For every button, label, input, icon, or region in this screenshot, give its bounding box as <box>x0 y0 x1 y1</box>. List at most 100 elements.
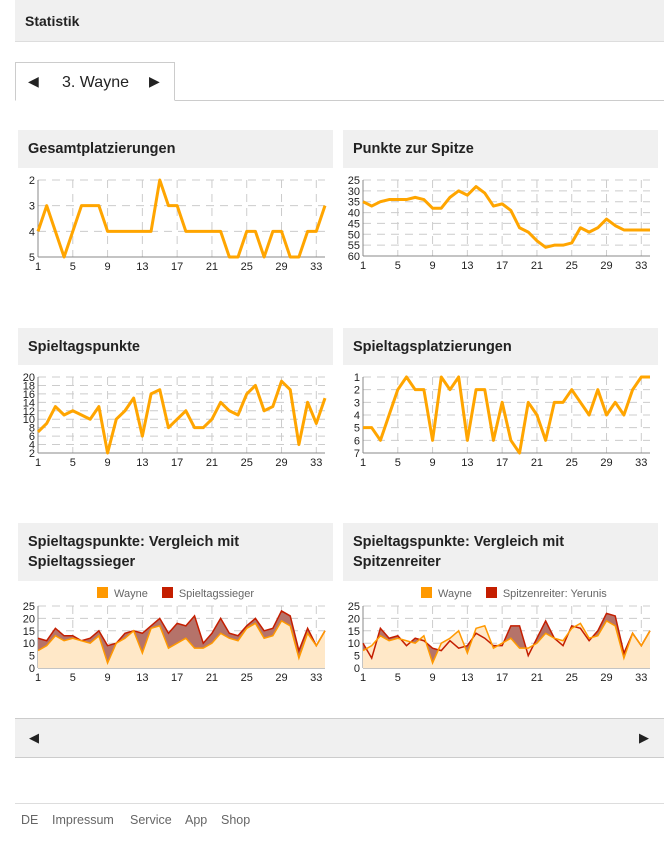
x-tick-label: 9 <box>105 672 111 684</box>
x-tick-label: 25 <box>566 457 578 469</box>
legend-item: Wayne <box>97 587 148 600</box>
footer-link-service[interactable]: Service <box>130 813 172 827</box>
x-tick-label: 25 <box>241 261 253 273</box>
x-tick-label: 29 <box>275 261 287 273</box>
x-tick-label: 29 <box>600 457 612 469</box>
x-tick-label: 13 <box>461 260 473 272</box>
legend-label: Spieltagssieger <box>178 588 255 600</box>
series-line <box>36 379 327 455</box>
chart-title-spieltagsplatzierungen: Spieltagsplatzierungen <box>343 328 658 365</box>
x-tick-label: 17 <box>496 672 508 684</box>
x-tick-label: 29 <box>275 672 287 684</box>
x-tick-label: 33 <box>635 260 647 272</box>
x-tick-label: 29 <box>600 260 612 272</box>
chart-title-spieltagspunkte: Spieltagspunkte <box>18 328 333 365</box>
y-tick-label: 18 <box>23 380 35 392</box>
y-tick-label: 60 <box>348 251 360 263</box>
tab-divider <box>15 100 664 101</box>
x-tick-label: 5 <box>395 457 401 469</box>
y-tick-label: 30 <box>348 186 360 198</box>
x-tick-label: 9 <box>430 260 436 272</box>
y-tick-label: 25 <box>348 601 360 613</box>
x-tick-label: 9 <box>430 672 436 684</box>
x-tick-label: 29 <box>275 457 287 469</box>
y-tick-label: 0 <box>29 663 35 675</box>
prev-player-icon[interactable]: ◀ <box>28 73 39 89</box>
x-tick-label: 21 <box>206 672 218 684</box>
legend-item: Wayne <box>421 587 472 600</box>
series-line <box>37 609 326 654</box>
y-tick-label: 3 <box>29 201 35 213</box>
y-tick-label: 6 <box>354 435 360 447</box>
x-tick-label: 1 <box>35 261 41 273</box>
y-tick-label: 4 <box>29 440 35 452</box>
x-tick-label: 33 <box>310 261 322 273</box>
footer-link-shop[interactable]: Shop <box>221 813 251 827</box>
y-tick-label: 5 <box>354 423 360 435</box>
player-name: 3. Wayne <box>62 74 129 91</box>
y-tick-label: 2 <box>354 385 360 397</box>
x-tick-label: 17 <box>496 260 508 272</box>
x-tick-label: 21 <box>531 672 543 684</box>
chart-title-gesamtplatzierungen: Gesamtplatzierungen <box>18 130 333 168</box>
x-tick-label: 9 <box>105 457 111 469</box>
legend-swatch-icon <box>485 587 497 598</box>
area-wayne <box>363 620 650 668</box>
y-tick-label: 8 <box>29 423 35 435</box>
x-tick-label: 5 <box>70 261 76 273</box>
x-tick-label: 13 <box>136 261 148 273</box>
y-tick-label: 7 <box>354 448 360 460</box>
x-tick-label: 25 <box>241 672 253 684</box>
series-line <box>36 178 327 259</box>
x-tick-label: 33 <box>635 672 647 684</box>
x-tick-label: 13 <box>461 457 473 469</box>
y-tick-label: 4 <box>354 410 360 422</box>
chart-title-vergleich-sieger: Spieltagspunkte: Vergleich mit Spieltags… <box>18 523 333 581</box>
footer-link-app[interactable]: App <box>185 813 208 827</box>
chart-title-punkte-zur-spitze: Punkte zur Spitze <box>343 130 658 168</box>
y-tick-label: 5 <box>354 651 360 663</box>
y-tick-label: 10 <box>23 638 35 650</box>
pager-prev-icon[interactable]: ◀ <box>29 730 39 745</box>
legend-label: Spitzenreiter: Yerunis <box>502 588 607 600</box>
legend-item: Spieltagssieger <box>161 587 255 600</box>
y-tick-label: 10 <box>23 414 35 426</box>
footer-link-impressum[interactable]: Impressum <box>52 813 114 827</box>
y-tick-label: 20 <box>23 613 35 625</box>
x-tick-label: 21 <box>206 457 218 469</box>
legend: Wayne Spieltagssieger <box>97 587 254 600</box>
pager-next-icon[interactable]: ▶ <box>639 730 649 745</box>
x-tick-label: 13 <box>136 672 148 684</box>
x-tick-label: 1 <box>35 457 41 469</box>
x-tick-label: 1 <box>360 260 366 272</box>
x-tick-label: 5 <box>395 672 401 684</box>
y-tick-label: 12 <box>23 406 35 418</box>
y-tick-label: 2 <box>29 175 35 187</box>
y-tick-label: 35 <box>348 197 360 209</box>
y-tick-label: 20 <box>348 613 360 625</box>
legend-swatch-icon <box>161 587 173 598</box>
x-tick-label: 17 <box>171 261 183 273</box>
legend-item: Spitzenreiter: Yerunis <box>485 587 607 600</box>
next-player-icon[interactable]: ▶ <box>149 73 160 89</box>
y-tick-label: 0 <box>354 663 360 675</box>
y-tick-label: 50 <box>348 229 360 241</box>
x-tick-label: 13 <box>461 672 473 684</box>
page-title: Statistik <box>25 13 80 29</box>
legend-swatch-icon <box>421 587 432 598</box>
footer-link-de[interactable]: DE <box>21 813 39 827</box>
y-tick-label: 15 <box>23 626 35 638</box>
x-tick-label: 5 <box>70 457 76 469</box>
x-tick-label: 33 <box>310 672 322 684</box>
x-tick-label: 25 <box>566 260 578 272</box>
x-tick-label: 9 <box>105 261 111 273</box>
x-tick-label: 1 <box>360 672 366 684</box>
y-tick-label: 25 <box>23 601 35 613</box>
y-tick-label: 16 <box>23 389 35 401</box>
y-tick-label: 14 <box>23 397 35 409</box>
